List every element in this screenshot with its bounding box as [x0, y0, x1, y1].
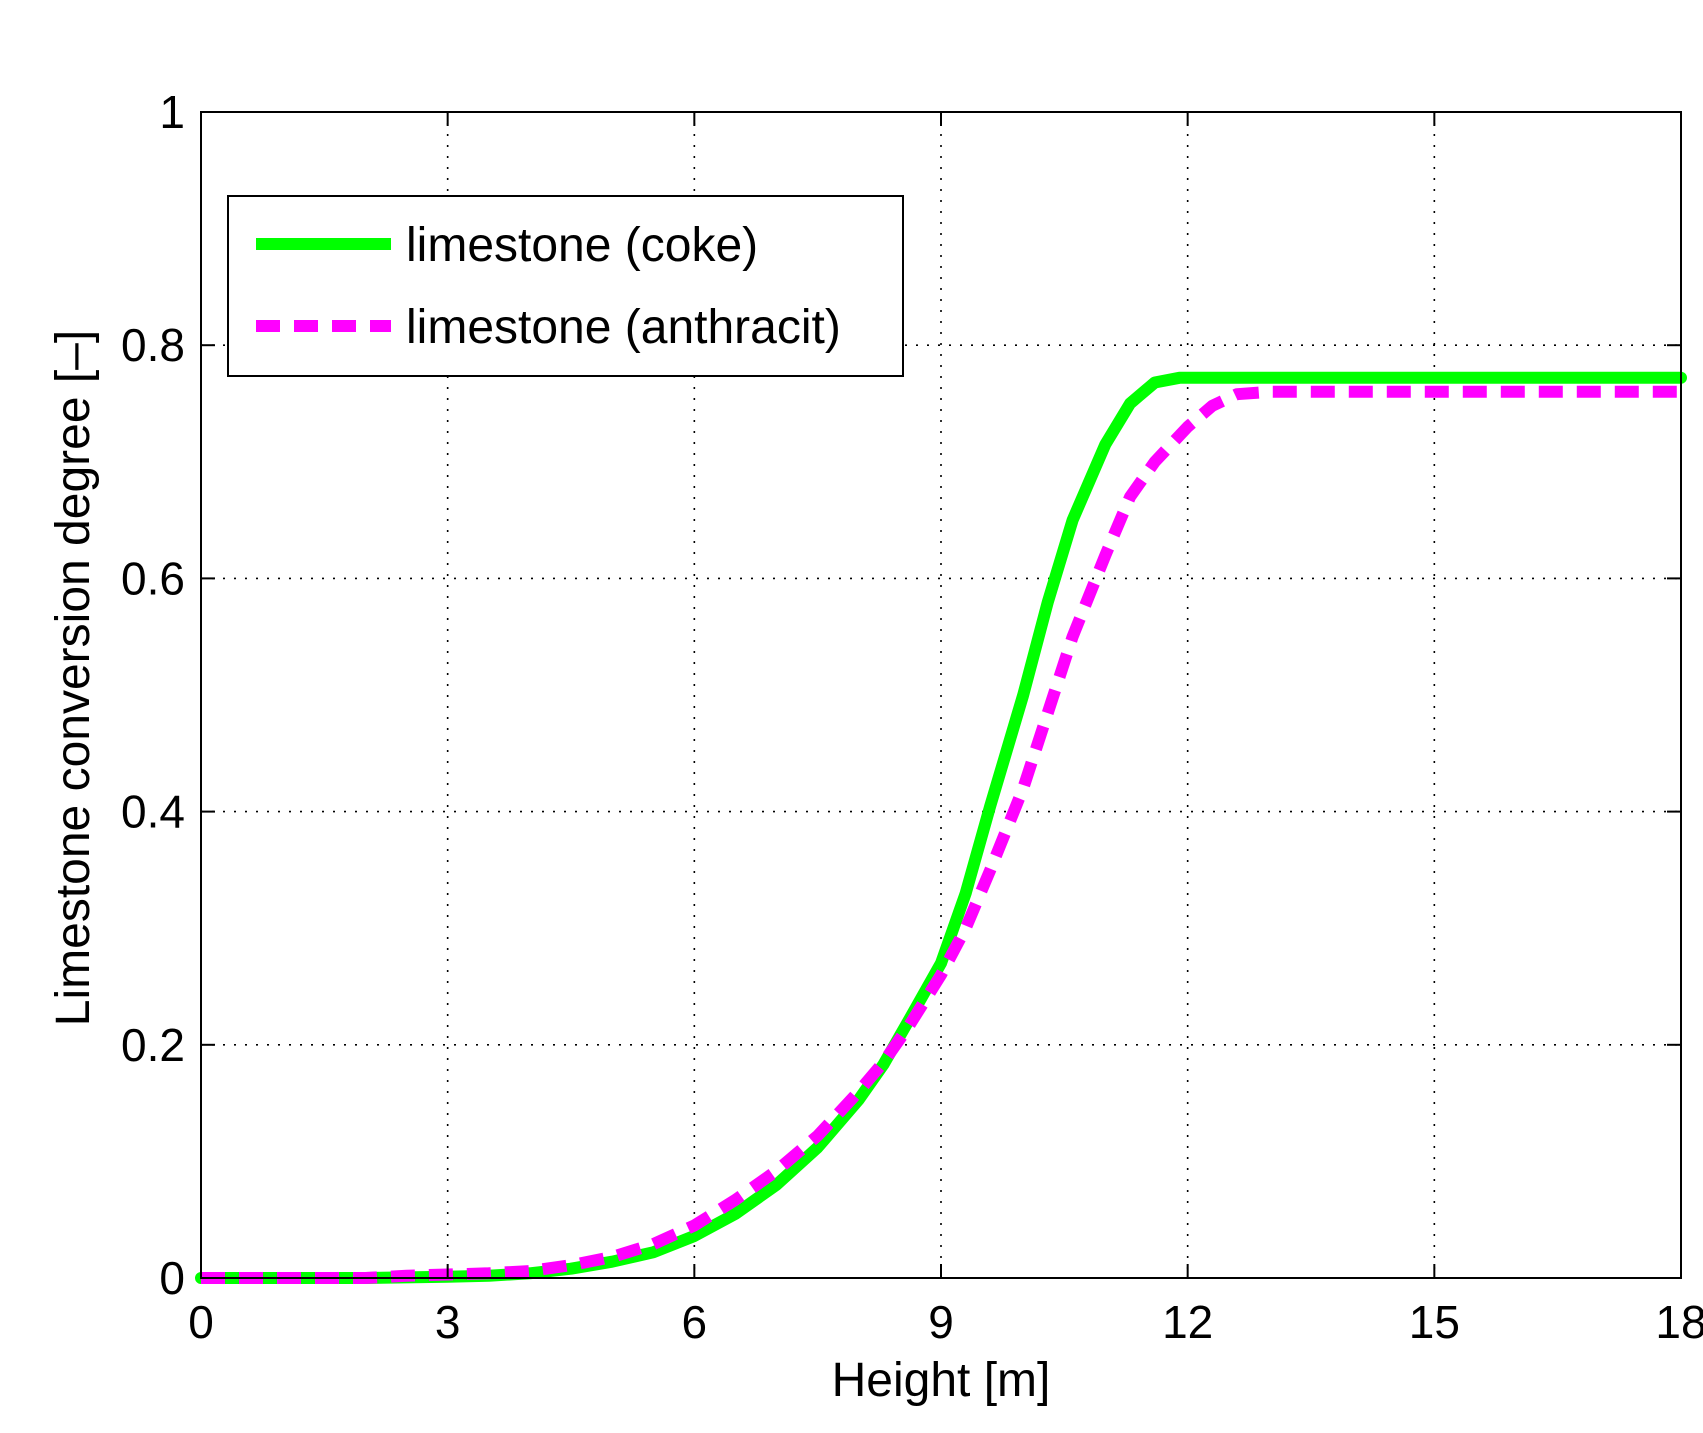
- legend: limestone (coke) limestone (anthracit): [227, 195, 904, 377]
- y-tick-label: 0.6: [121, 552, 185, 604]
- axis-ticks: [200, 111, 1682, 1279]
- legend-label-2: limestone (anthracit): [406, 301, 841, 354]
- series-lines: [195, 371, 1687, 1284]
- y-tick-label: 0.4: [121, 786, 185, 838]
- legend-box: [227, 195, 904, 377]
- x-axis-label: Height [m]: [832, 1354, 1051, 1407]
- x-tick-label: 3: [435, 1296, 461, 1348]
- x-tick-label: 9: [928, 1296, 954, 1348]
- y-tick-label: 0: [159, 1252, 185, 1304]
- x-tick-label: 12: [1162, 1296, 1213, 1348]
- grid-lines: [201, 112, 1681, 1278]
- x-tick-label: 6: [682, 1296, 708, 1348]
- y-tick-label: 0.8: [121, 319, 185, 371]
- legend-label-1: limestone (coke): [406, 219, 758, 272]
- tick-labels: 0 3 6 9 12 15 18 0 0.2 0.4 0.6 0.8 1: [121, 86, 1703, 1348]
- x-tick-label: 0: [188, 1296, 214, 1348]
- series-line-2: [201, 385, 1681, 1284]
- x-tick-label: 18: [1655, 1296, 1703, 1348]
- y-tick-label: 1: [159, 86, 185, 138]
- y-axis-label: Limestone conversion degree [–]: [47, 330, 100, 1026]
- y-tick-label: 0.2: [121, 1019, 185, 1071]
- x-tick-label: 15: [1409, 1296, 1460, 1348]
